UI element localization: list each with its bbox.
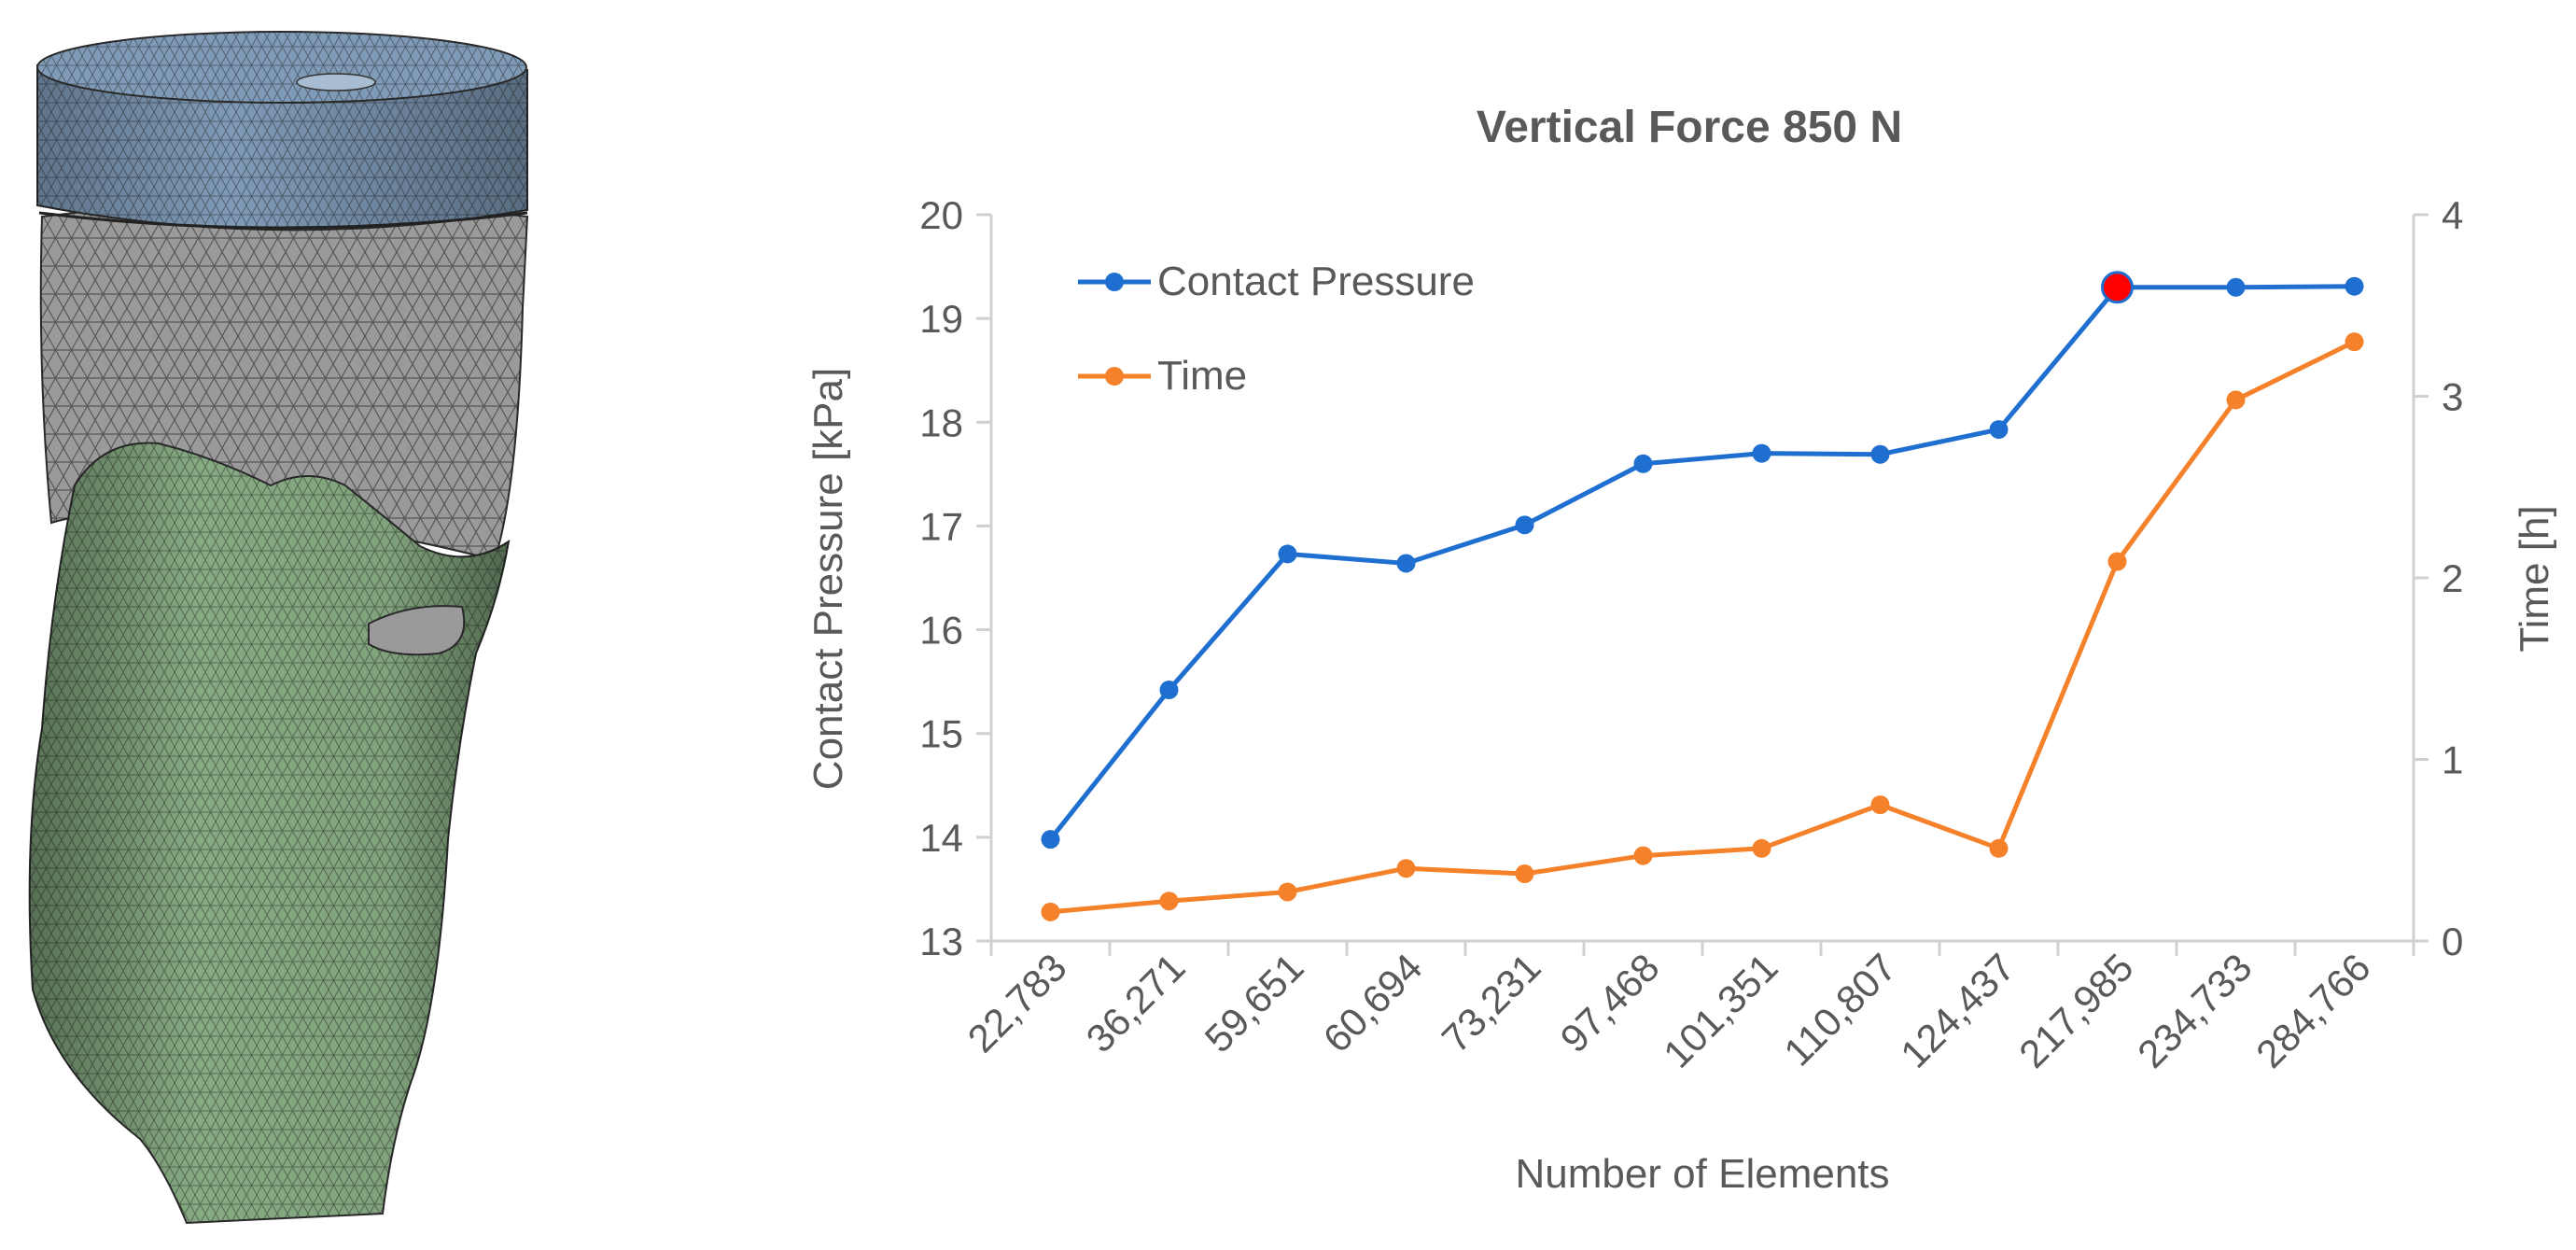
data-point — [1159, 681, 1179, 700]
left-y-ticks: 13 14 15 16 17 18 19 20 — [919, 193, 991, 963]
legend-label-time: Time — [1157, 353, 1247, 399]
liner-patch-mesh — [368, 605, 466, 656]
data-point — [1041, 902, 1060, 921]
x-tick-label: 97,468 — [1552, 945, 1668, 1060]
right-tick-label: 3 — [2442, 375, 2463, 419]
x-tick-label: 73,231 — [1434, 945, 1549, 1060]
x-tick-label: 124,437 — [1892, 945, 2023, 1076]
top-cap-hole — [296, 73, 376, 91]
right-tick-label: 1 — [2442, 738, 2463, 782]
left-tick-label: 14 — [919, 816, 963, 860]
data-point — [1633, 846, 1653, 865]
legend-item-contact-pressure: Contact Pressure — [1078, 259, 1475, 304]
data-point — [1278, 882, 1297, 902]
left-tick-label: 15 — [919, 712, 963, 756]
plot-frame — [989, 215, 2415, 943]
x-tick-label: 59,651 — [1197, 945, 1312, 1060]
y2-axis-label: Time [h] — [2512, 505, 2557, 652]
data-point — [1396, 554, 1416, 573]
data-point — [2226, 390, 2246, 410]
x-tick-label: 101,351 — [1655, 945, 1786, 1076]
x-tick-label: 36,271 — [1078, 945, 1194, 1060]
data-point — [1396, 859, 1416, 878]
series-time — [1041, 332, 2364, 921]
legend-item-time: Time — [1078, 353, 1247, 399]
cap-rim-line — [38, 211, 528, 230]
legend-marker-contact-pressure — [1105, 273, 1124, 291]
data-point — [1870, 444, 1890, 464]
x-tick-label: 60,694 — [1315, 945, 1431, 1060]
x-tick-label: 284,766 — [2247, 945, 2379, 1076]
data-point — [1989, 838, 2009, 858]
data-point — [1159, 892, 1179, 911]
data-point — [1752, 838, 1771, 858]
data-point — [1515, 515, 1534, 535]
series-line — [1050, 339, 2356, 915]
legend: Contact Pressure Time — [1078, 259, 1475, 399]
y-axis-label: Contact Pressure [kPa] — [805, 368, 851, 790]
x-tick-label: 110,807 — [1775, 945, 1904, 1074]
data-point — [2226, 277, 2246, 297]
right-tick-label: 2 — [2442, 556, 2463, 600]
legend-label-contact-pressure: Contact Pressure — [1157, 259, 1475, 304]
data-point — [1041, 830, 1060, 850]
data-point — [1870, 795, 1890, 815]
left-tick-label: 18 — [919, 400, 963, 444]
data-point — [1515, 864, 1534, 884]
right-tick-label: 0 — [2442, 920, 2463, 963]
data-point — [2107, 552, 2127, 571]
data-point — [1752, 443, 1771, 463]
x-axis-label: Number of Elements — [1515, 1151, 1889, 1197]
left-tick-label: 13 — [919, 920, 963, 963]
series-layer — [1041, 271, 2364, 921]
left-tick-label: 16 — [919, 609, 963, 653]
left-tick-label: 20 — [919, 193, 963, 237]
series-line — [1048, 284, 2355, 841]
x-tick-label: 22,783 — [959, 945, 1075, 1060]
x-ticks: 22,783 36,271 59,651 60,694 73,231 97,468101,… — [959, 941, 2415, 1076]
legend-marker-time — [1105, 367, 1124, 386]
left-tick-label: 17 — [919, 504, 963, 548]
data-point — [1633, 454, 1653, 473]
data-point — [2345, 276, 2364, 296]
data-point — [2345, 332, 2364, 352]
right-tick-label: 4 — [2442, 193, 2463, 237]
x-tick-label: 234,733 — [2129, 945, 2261, 1076]
mesh-model-illustration — [28, 31, 529, 1225]
x-tick-label: 217,985 — [2010, 945, 2142, 1076]
right-y-ticks: 0 1 2 3 4 — [2414, 193, 2463, 963]
data-point — [1989, 420, 2009, 440]
left-tick-label: 19 — [919, 297, 963, 341]
chart-title: Vertical Force 850 N — [1477, 103, 1902, 152]
data-point — [1278, 544, 1297, 564]
series-contact-pressure — [1041, 271, 2364, 850]
highlighted-data-point — [2101, 271, 2134, 304]
